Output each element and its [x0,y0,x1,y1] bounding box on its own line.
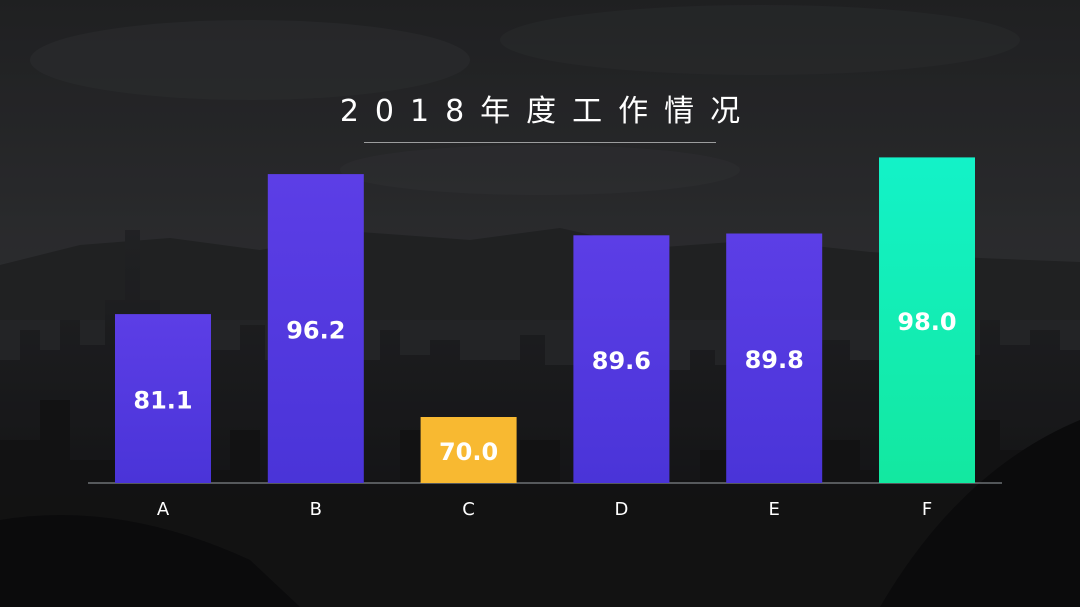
value-label-A: 81.1 [133,387,192,415]
category-label-F: F [922,499,932,520]
value-labels-group: 81.1 96.2 70.0 89.6 89.8 98.0 [133,308,956,466]
value-label-B: 96.2 [286,317,345,345]
category-label-D: D [614,499,628,520]
value-label-E: 89.8 [745,346,804,374]
bars-group [115,157,975,483]
category-label-E: E [769,499,780,520]
chart-title: 2018年度工作情况 [339,94,757,129]
title-underline [364,142,716,143]
bar-A [115,314,211,483]
bar-B [267,174,364,483]
value-label-C: 70.0 [439,438,498,466]
bar-E [726,233,823,483]
category-label-B: B [310,499,322,520]
category-labels-group: A B C D E F [157,499,932,520]
value-label-D: 89.6 [592,347,651,375]
value-label-F: 98.0 [897,308,956,336]
bar-F [879,157,975,483]
bar-C [420,417,517,483]
category-label-C: C [462,499,475,520]
bar-D [573,235,670,483]
category-label-A: A [157,499,170,520]
